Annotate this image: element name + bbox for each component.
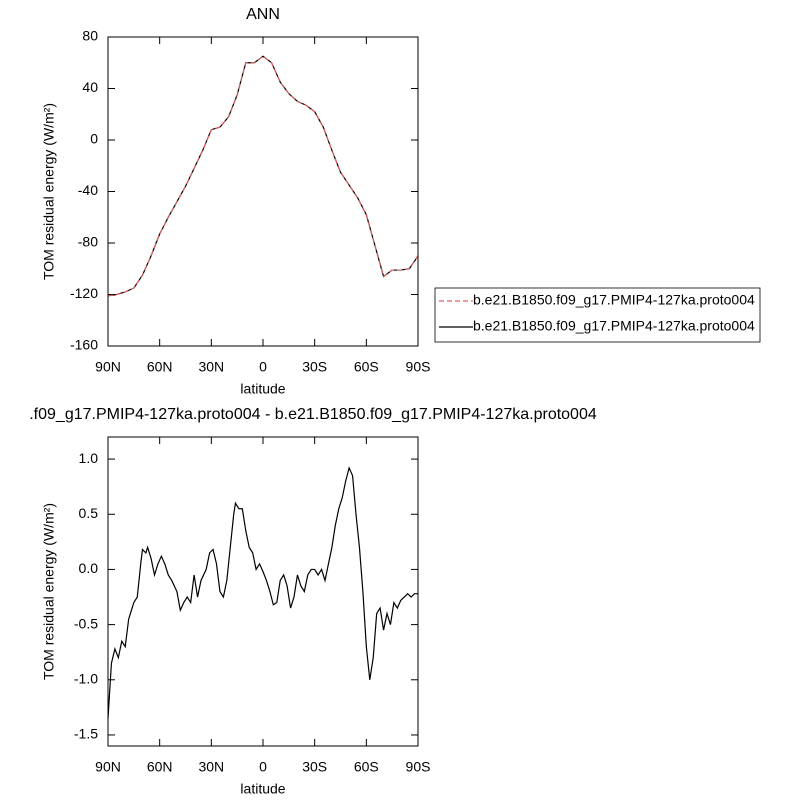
legend-label: b.e21.B1850.f09_g17.PMIP4-127ka.proto004 [473, 318, 755, 334]
y-tick-label: -80 [78, 234, 98, 250]
x-tick-label: 30N [198, 759, 224, 775]
legend-box [434, 287, 761, 343]
x-tick-label: 30S [302, 759, 327, 775]
x-axis-label: latitude [240, 381, 285, 397]
data-line [107, 55, 419, 297]
y-axis-label: TOM residual energy (W/m²) [41, 503, 57, 680]
x-tick-label: 90N [95, 359, 121, 375]
y-tick-label: 0.0 [79, 560, 99, 576]
x-tick-label: 60N [147, 359, 173, 375]
x-tick-label: 30S [302, 359, 327, 375]
chart-title: .f09_g17.PMIP4-127ka.proto004 - b.e21.B1… [29, 406, 597, 423]
y-tick-label: -160 [70, 337, 98, 353]
x-tick-label: 90N [95, 759, 121, 775]
plot-frame [107, 436, 419, 747]
y-tick-label: -1.5 [74, 726, 98, 742]
y-axis-label: TOM residual energy (W/m²) [41, 103, 57, 280]
x-tick-label: 0 [259, 359, 267, 375]
x-tick-label: 60S [354, 359, 379, 375]
chart-title: ANN [246, 6, 280, 23]
y-tick-label: 0.5 [79, 505, 99, 521]
data-line [107, 55, 419, 297]
x-tick-label: 0 [259, 759, 267, 775]
x-tick-label: 90S [406, 359, 431, 375]
y-tick-label: 80 [82, 28, 98, 44]
y-tick-label: 40 [82, 79, 98, 95]
y-tick-label: -1.0 [74, 670, 98, 686]
x-tick-label: 60S [354, 759, 379, 775]
y-tick-label: 0 [90, 131, 98, 147]
y-tick-label: 1.0 [79, 450, 99, 466]
y-tick-label: -40 [78, 182, 98, 198]
x-tick-label: 60N [147, 759, 173, 775]
plot-frame [107, 36, 419, 347]
x-tick-label: 30N [198, 359, 224, 375]
y-tick-label: -0.5 [74, 615, 98, 631]
x-tick-label: 90S [406, 759, 431, 775]
legend-label: b.e21.B1850.f09_g17.PMIP4-127ka.proto004 [473, 292, 755, 308]
y-tick-label: -120 [70, 285, 98, 301]
data-line [107, 466, 418, 719]
x-axis-label: latitude [240, 781, 285, 797]
